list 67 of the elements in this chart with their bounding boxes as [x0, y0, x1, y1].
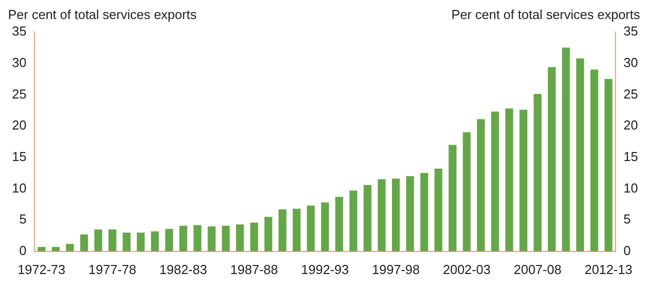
bar — [165, 228, 173, 252]
x-tick-label: 1987-88 — [230, 262, 278, 277]
y-tick-label: 30 — [12, 54, 26, 70]
y-tick-label: 25 — [12, 86, 26, 102]
bar — [562, 48, 570, 252]
bar — [236, 224, 244, 252]
y2-tick-label: 10 — [624, 180, 638, 196]
x-tick-label: 1972-73 — [18, 262, 66, 277]
x-tick-label: 2007-08 — [514, 262, 562, 277]
x-tick-label: 1982-83 — [159, 262, 208, 277]
bar — [590, 70, 598, 252]
bar — [108, 229, 116, 252]
bar — [392, 178, 400, 252]
bar — [179, 226, 188, 252]
x-tick-label: 1977-78 — [88, 262, 136, 277]
bar — [548, 67, 556, 252]
bar — [306, 206, 315, 252]
y-tick-label: 20 — [12, 118, 26, 133]
bar — [292, 208, 301, 252]
bar — [491, 112, 499, 252]
bar — [477, 119, 485, 252]
bar — [378, 179, 386, 252]
bar — [151, 231, 159, 252]
y2-axis-title: Per cent of total services exports — [451, 7, 640, 22]
y-tick-label: 35 — [12, 24, 26, 39]
y-tick-label: 0 — [19, 242, 26, 258]
y-tick-label: 5 — [19, 212, 26, 227]
y-tick-label: 10 — [12, 180, 26, 196]
y-axis-title: Per cent of total services exports — [8, 7, 198, 22]
bar — [505, 108, 514, 252]
y-tick-label: 15 — [12, 148, 26, 164]
y2-tick-label: 30 — [624, 54, 638, 70]
bar — [222, 226, 230, 252]
bar — [194, 225, 202, 252]
bar — [406, 176, 414, 252]
y2-tick-label: 20 — [624, 118, 638, 133]
bar — [604, 79, 612, 252]
bar — [321, 202, 329, 252]
bar — [420, 173, 428, 252]
y2-tick-label: 25 — [624, 86, 638, 102]
bar — [122, 232, 130, 252]
bar — [364, 184, 372, 252]
bar — [434, 168, 442, 252]
x-tick-label: 1992-93 — [301, 262, 349, 277]
x-tick-label: 2002-03 — [442, 262, 491, 277]
bar — [335, 196, 344, 252]
bar — [250, 222, 258, 252]
bar — [264, 216, 272, 252]
bar — [278, 209, 286, 252]
bar — [136, 232, 145, 252]
bar — [448, 144, 456, 252]
bar — [80, 234, 88, 252]
bar — [534, 94, 542, 252]
bar — [66, 244, 74, 252]
bar — [208, 226, 216, 252]
bar — [520, 110, 528, 252]
x-tick-label: 1997-98 — [372, 262, 420, 277]
bar — [349, 190, 358, 252]
y2-tick-label: 15 — [624, 148, 638, 164]
y2-tick-label: 5 — [624, 212, 631, 227]
y2-tick-label: 35 — [624, 24, 638, 39]
bar — [94, 229, 102, 252]
bar — [38, 247, 46, 252]
bar — [462, 132, 471, 252]
bar — [576, 58, 584, 252]
x-tick-label: 2012-13 — [584, 262, 632, 277]
y2-tick-label: 0 — [624, 242, 631, 258]
